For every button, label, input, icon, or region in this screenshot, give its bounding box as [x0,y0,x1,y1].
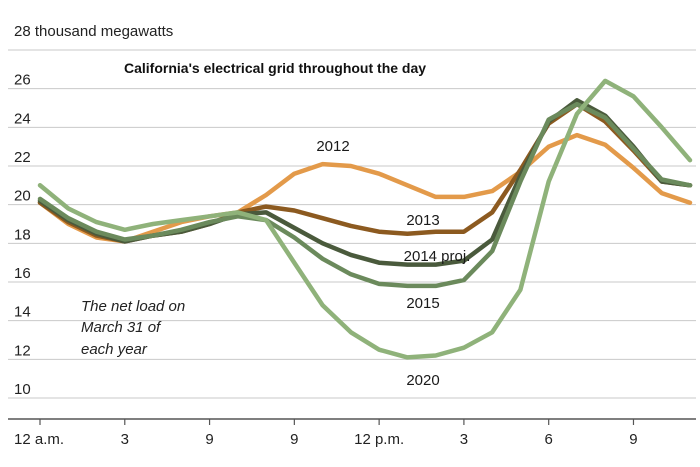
y-tick-label-14: 14 [14,304,31,321]
series-label-2015: 2015 [406,295,439,312]
annotation-line-1: The net load on [81,298,185,315]
chart-title: California's electrical grid throughout … [124,60,426,76]
y-tick-label-16: 16 [14,265,31,282]
y-tick-label-12: 12 [14,342,31,359]
y-tick-label-20: 20 [14,188,31,205]
x-tick-label-1: 3 [121,431,129,448]
x-tick-label-2: 9 [205,431,213,448]
series-labels: 2012 2013 2014 proj. 2015 2020 [316,138,470,389]
x-tick-label-6: 6 [545,431,553,448]
x-tick-label-4: 12 p.m. [354,431,404,448]
series-line-2020 [37,78,693,360]
series-label-2020: 2020 [406,372,439,389]
y-tick-label-24: 24 [14,110,31,127]
x-axis-ticks: 12 a.m. 3 9 9 12 p.m. 3 6 9 [14,419,638,448]
x-tick-label-3: 9 [290,431,298,448]
x-tick-label-0: 12 a.m. [14,431,64,448]
y-axis-ticks: 10 12 14 16 18 20 22 24 26 [14,72,31,398]
y-tick-label-26: 26 [14,72,31,89]
series-layer [37,78,693,360]
y-axis-unit-label: 28 thousand megawatts [14,23,173,40]
series-line-2013 [37,101,693,244]
series-line-2012 [37,132,693,244]
y-tick-label-18: 18 [14,226,31,243]
y-tick-label-10: 10 [14,381,31,398]
series-label-2012: 2012 [316,138,349,155]
x-tick-label-7: 9 [629,431,637,448]
x-tick-label-5: 3 [460,431,468,448]
annotation-line-2: March 31 of [81,319,162,336]
series-label-2013: 2013 [406,212,439,229]
y-tick-label-22: 22 [14,149,31,166]
series-label-2014-proj-: 2014 proj. [404,248,471,265]
annotation-line-3: each year [81,341,148,358]
grid-layer [8,49,696,420]
